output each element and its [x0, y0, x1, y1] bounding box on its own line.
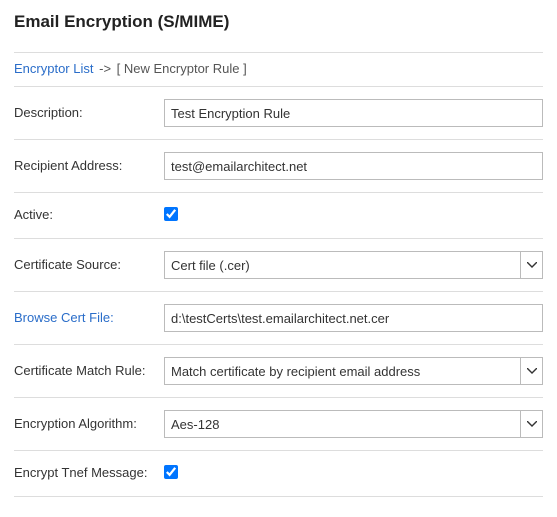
breadcrumb-current: [ New Encryptor Rule ]: [117, 61, 247, 76]
select-certificate-match-rule-value: Match certificate by recipient email add…: [171, 364, 420, 379]
checkbox-active[interactable]: [164, 207, 178, 221]
row-certificate-source: Certificate Source: Cert file (.cer): [14, 239, 543, 292]
checkbox-encrypt-tnef-message[interactable]: [164, 465, 178, 479]
input-cert-file-path[interactable]: [164, 304, 543, 332]
input-recipient-address[interactable]: [164, 152, 543, 180]
page-title: Email Encryption (S/MIME): [14, 12, 543, 32]
label-encrypt-tnef-message: Encrypt Tnef Message:: [14, 465, 164, 482]
row-encryption-algorithm: Encryption Algorithm: Aes-128: [14, 398, 543, 451]
chevron-down-icon: [520, 358, 542, 384]
input-description[interactable]: [164, 99, 543, 127]
label-encryption-algorithm: Encryption Algorithm:: [14, 416, 164, 433]
row-browse-cert-file: Browse Cert File:: [14, 292, 543, 345]
row-active: Active:: [14, 193, 543, 239]
label-certificate-source: Certificate Source:: [14, 257, 164, 274]
breadcrumb-separator: ->: [99, 61, 111, 76]
label-certificate-match-rule: Certificate Match Rule:: [14, 363, 164, 380]
label-description: Description:: [14, 105, 164, 122]
select-encryption-algorithm-value: Aes-128: [171, 417, 219, 432]
label-active: Active:: [14, 207, 164, 224]
select-certificate-source-value: Cert file (.cer): [171, 258, 250, 273]
select-certificate-source[interactable]: Cert file (.cer): [164, 251, 543, 279]
row-description: Description:: [14, 87, 543, 140]
label-recipient-address: Recipient Address:: [14, 158, 164, 175]
select-encryption-algorithm[interactable]: Aes-128: [164, 410, 543, 438]
breadcrumb-link-encryptor-list[interactable]: Encryptor List: [14, 61, 93, 76]
row-encrypt-tnef-message: Encrypt Tnef Message:: [14, 451, 543, 497]
chevron-down-icon: [520, 411, 542, 437]
select-certificate-match-rule[interactable]: Match certificate by recipient email add…: [164, 357, 543, 385]
link-browse-cert-file[interactable]: Browse Cert File:: [14, 310, 164, 327]
row-certificate-match-rule: Certificate Match Rule: Match certificat…: [14, 345, 543, 398]
row-recipient-address: Recipient Address:: [14, 140, 543, 193]
breadcrumb: Encryptor List -> [ New Encryptor Rule ]: [14, 52, 543, 87]
chevron-down-icon: [520, 252, 542, 278]
